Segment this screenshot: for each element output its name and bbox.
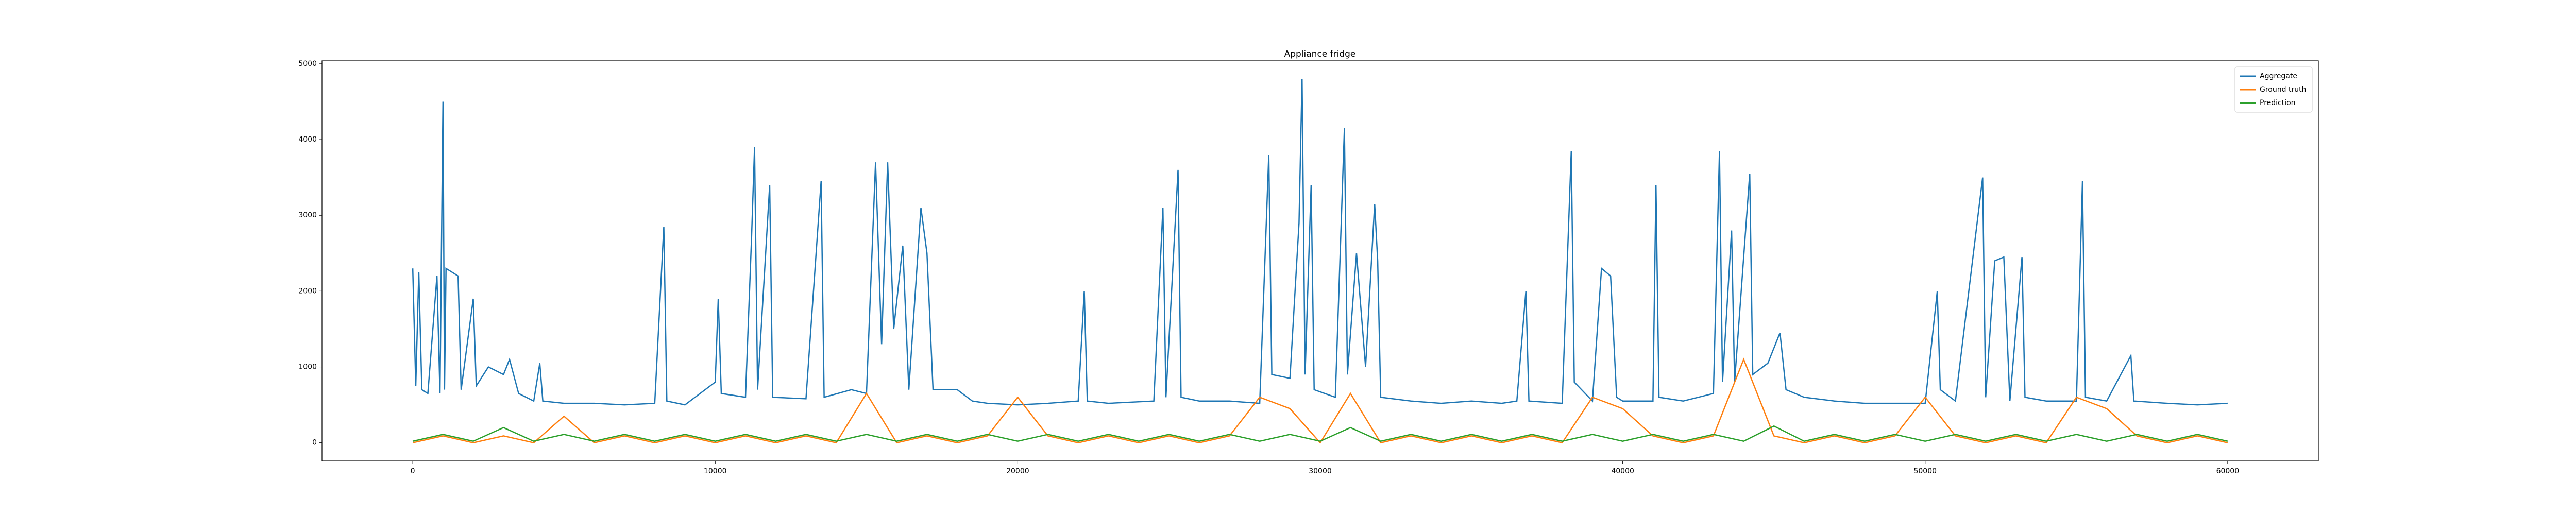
legend-label: Prediction (2260, 99, 2296, 107)
chart-title: Appliance fridge (1284, 49, 1356, 59)
x-tick-label: 60000 (2216, 467, 2240, 475)
y-tick-label: 5000 (298, 60, 317, 68)
series-line (412, 425, 2228, 442)
x-tick-label: 20000 (1006, 467, 1029, 475)
series-line (412, 357, 2228, 444)
legend-box (2234, 66, 2313, 113)
legend-label: Ground truth (2260, 85, 2306, 94)
legend-label: Aggregate (2260, 72, 2297, 80)
x-tick-label: 40000 (1611, 467, 1634, 475)
x-tick-label: 30000 (1309, 467, 1332, 475)
x-tick-label: 0 (411, 467, 415, 475)
x-tick-label: 50000 (1913, 467, 1937, 475)
y-tick-label: 4000 (298, 135, 317, 144)
y-tick-label: 0 (312, 439, 317, 447)
x-tick-label: 10000 (704, 467, 727, 475)
series-line (412, 79, 2228, 406)
plot-frame (321, 60, 2319, 461)
y-tick-label: 1000 (298, 363, 317, 371)
y-tick-label: 2000 (298, 287, 317, 295)
y-tick-label: 3000 (298, 211, 317, 219)
